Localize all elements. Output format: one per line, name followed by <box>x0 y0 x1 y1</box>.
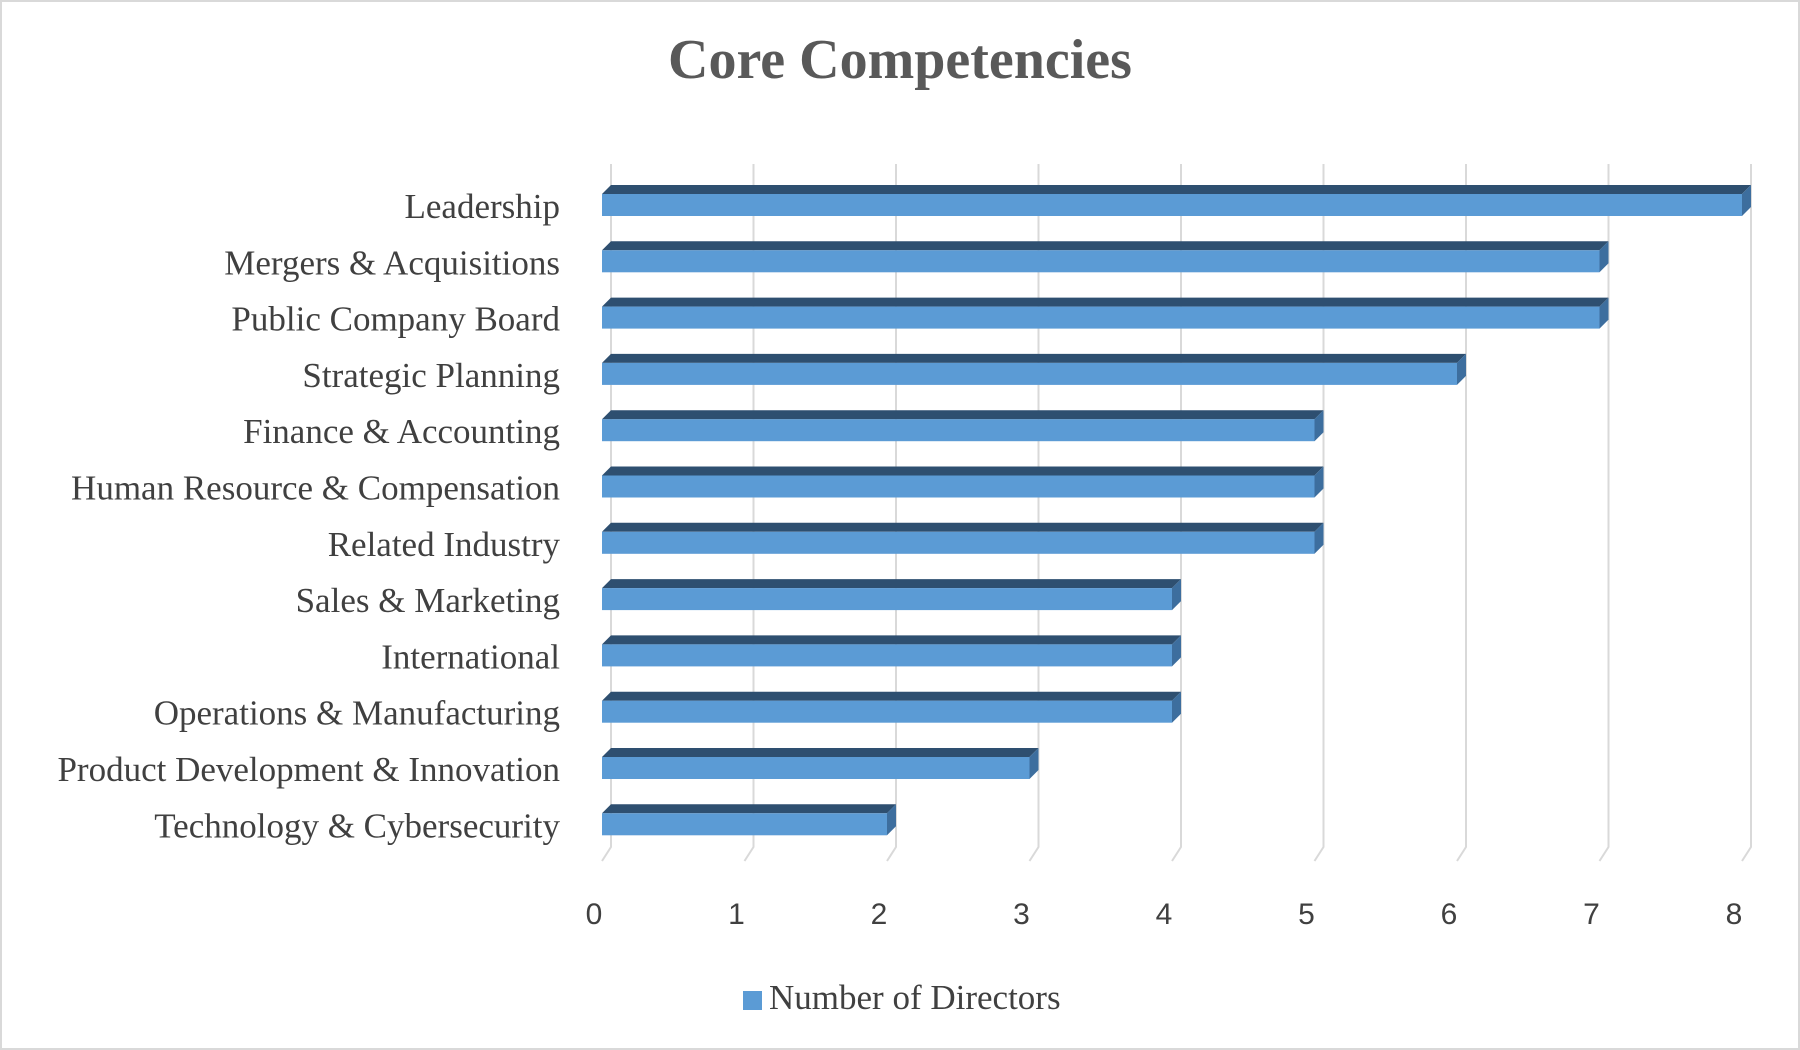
bar-front-face <box>602 813 887 836</box>
bar <box>602 691 1181 723</box>
x-tick-label: 7 <box>1583 898 1600 931</box>
bar-side-face <box>1314 522 1324 554</box>
bar-side-face <box>1599 297 1609 329</box>
bar <box>602 522 1324 554</box>
category-label: Mergers & Acquisitions <box>224 243 560 282</box>
bar-side-face <box>1314 410 1324 442</box>
bar-side-face <box>1029 748 1039 779</box>
bar <box>602 804 896 836</box>
gridline <box>886 164 897 862</box>
category-label: Public Company Board <box>231 300 560 339</box>
category-label: Operations & Manufacturing <box>154 694 560 733</box>
category-label: Technology & Cybersecurity <box>154 806 560 845</box>
bar-front-face <box>602 250 1600 273</box>
bar-top-face <box>602 185 1751 194</box>
gridline <box>1028 164 1040 862</box>
legend-label: Number of Directors <box>769 978 1061 1017</box>
category-label: International <box>381 637 560 676</box>
bar-side-face <box>1599 241 1609 273</box>
bar-side-face <box>1172 691 1181 723</box>
bar <box>602 353 1466 385</box>
x-tick-label: 5 <box>1298 898 1315 931</box>
bar-front-face <box>602 757 1030 779</box>
bar-top-face <box>602 410 1324 420</box>
grid-layer <box>601 164 1752 862</box>
bar <box>602 241 1609 273</box>
bar-top-face <box>602 748 1039 757</box>
chart-title: Core Competencies <box>668 29 1132 91</box>
bar <box>602 297 1609 329</box>
gridline <box>1741 164 1752 862</box>
category-label: Sales & Marketing <box>296 581 560 620</box>
category-label: Finance & Accounting <box>243 412 560 451</box>
x-tick-label: 4 <box>1156 898 1173 931</box>
bar-side-face <box>1457 353 1466 385</box>
bar-top-face <box>602 804 896 814</box>
bar-front-face <box>602 362 1457 385</box>
category-label: Product Development & Innovation <box>57 750 560 789</box>
x-tick-label: 6 <box>1441 898 1458 931</box>
bar-top-face <box>602 297 1609 307</box>
bar-front-face <box>602 306 1600 329</box>
bar-front-face <box>602 194 1742 216</box>
bar-top-face <box>602 353 1466 363</box>
bar-side-face <box>1742 185 1751 216</box>
x-tick-label: 1 <box>728 898 745 931</box>
bar <box>602 748 1039 779</box>
category-labels: Leadership Mergers & Acquisitions Public C… <box>57 187 560 845</box>
bar-front-face <box>602 700 1172 723</box>
bar-side-face <box>1172 579 1181 611</box>
category-label: Related Industry <box>328 525 561 564</box>
bar <box>602 466 1324 498</box>
bar <box>602 579 1181 611</box>
legend: Number of Directors <box>743 978 1061 1017</box>
bar-top-face <box>602 691 1181 701</box>
bar-top-face <box>602 466 1324 476</box>
bar-front-face <box>602 531 1315 554</box>
category-label: Leadership <box>405 187 560 226</box>
bar-front-face <box>602 475 1315 498</box>
gridline <box>1313 164 1325 862</box>
bar-top-face <box>602 635 1181 645</box>
bar-front-face <box>602 419 1315 442</box>
bar <box>602 410 1324 442</box>
bar-side-face <box>1314 466 1324 498</box>
x-tick-label: 2 <box>871 898 888 931</box>
x-tick-label: 0 <box>586 898 603 931</box>
bar <box>602 185 1751 216</box>
bar-side-face <box>887 804 896 836</box>
bar-front-face <box>602 588 1172 611</box>
bar-top-face <box>602 579 1181 589</box>
category-label: Human Resource & Compensation <box>71 469 560 508</box>
gridline <box>1598 164 1610 862</box>
legend-swatch <box>743 991 762 1010</box>
gridline <box>1456 164 1467 862</box>
category-label: Strategic Planning <box>302 356 560 395</box>
x-tick-label: 3 <box>1013 898 1030 931</box>
bar-top-face <box>602 522 1324 532</box>
bar <box>602 635 1181 667</box>
bars-layer <box>602 185 1751 836</box>
gridline <box>743 164 755 862</box>
bar-side-face <box>1172 635 1181 667</box>
bar-front-face <box>602 644 1172 667</box>
gridline <box>1171 164 1182 862</box>
bar-top-face <box>602 241 1609 251</box>
x-axis-tick-labels: 0 1 2 3 4 5 6 7 8 <box>586 898 1743 931</box>
gridline <box>601 164 612 862</box>
x-tick-label: 8 <box>1726 898 1743 931</box>
